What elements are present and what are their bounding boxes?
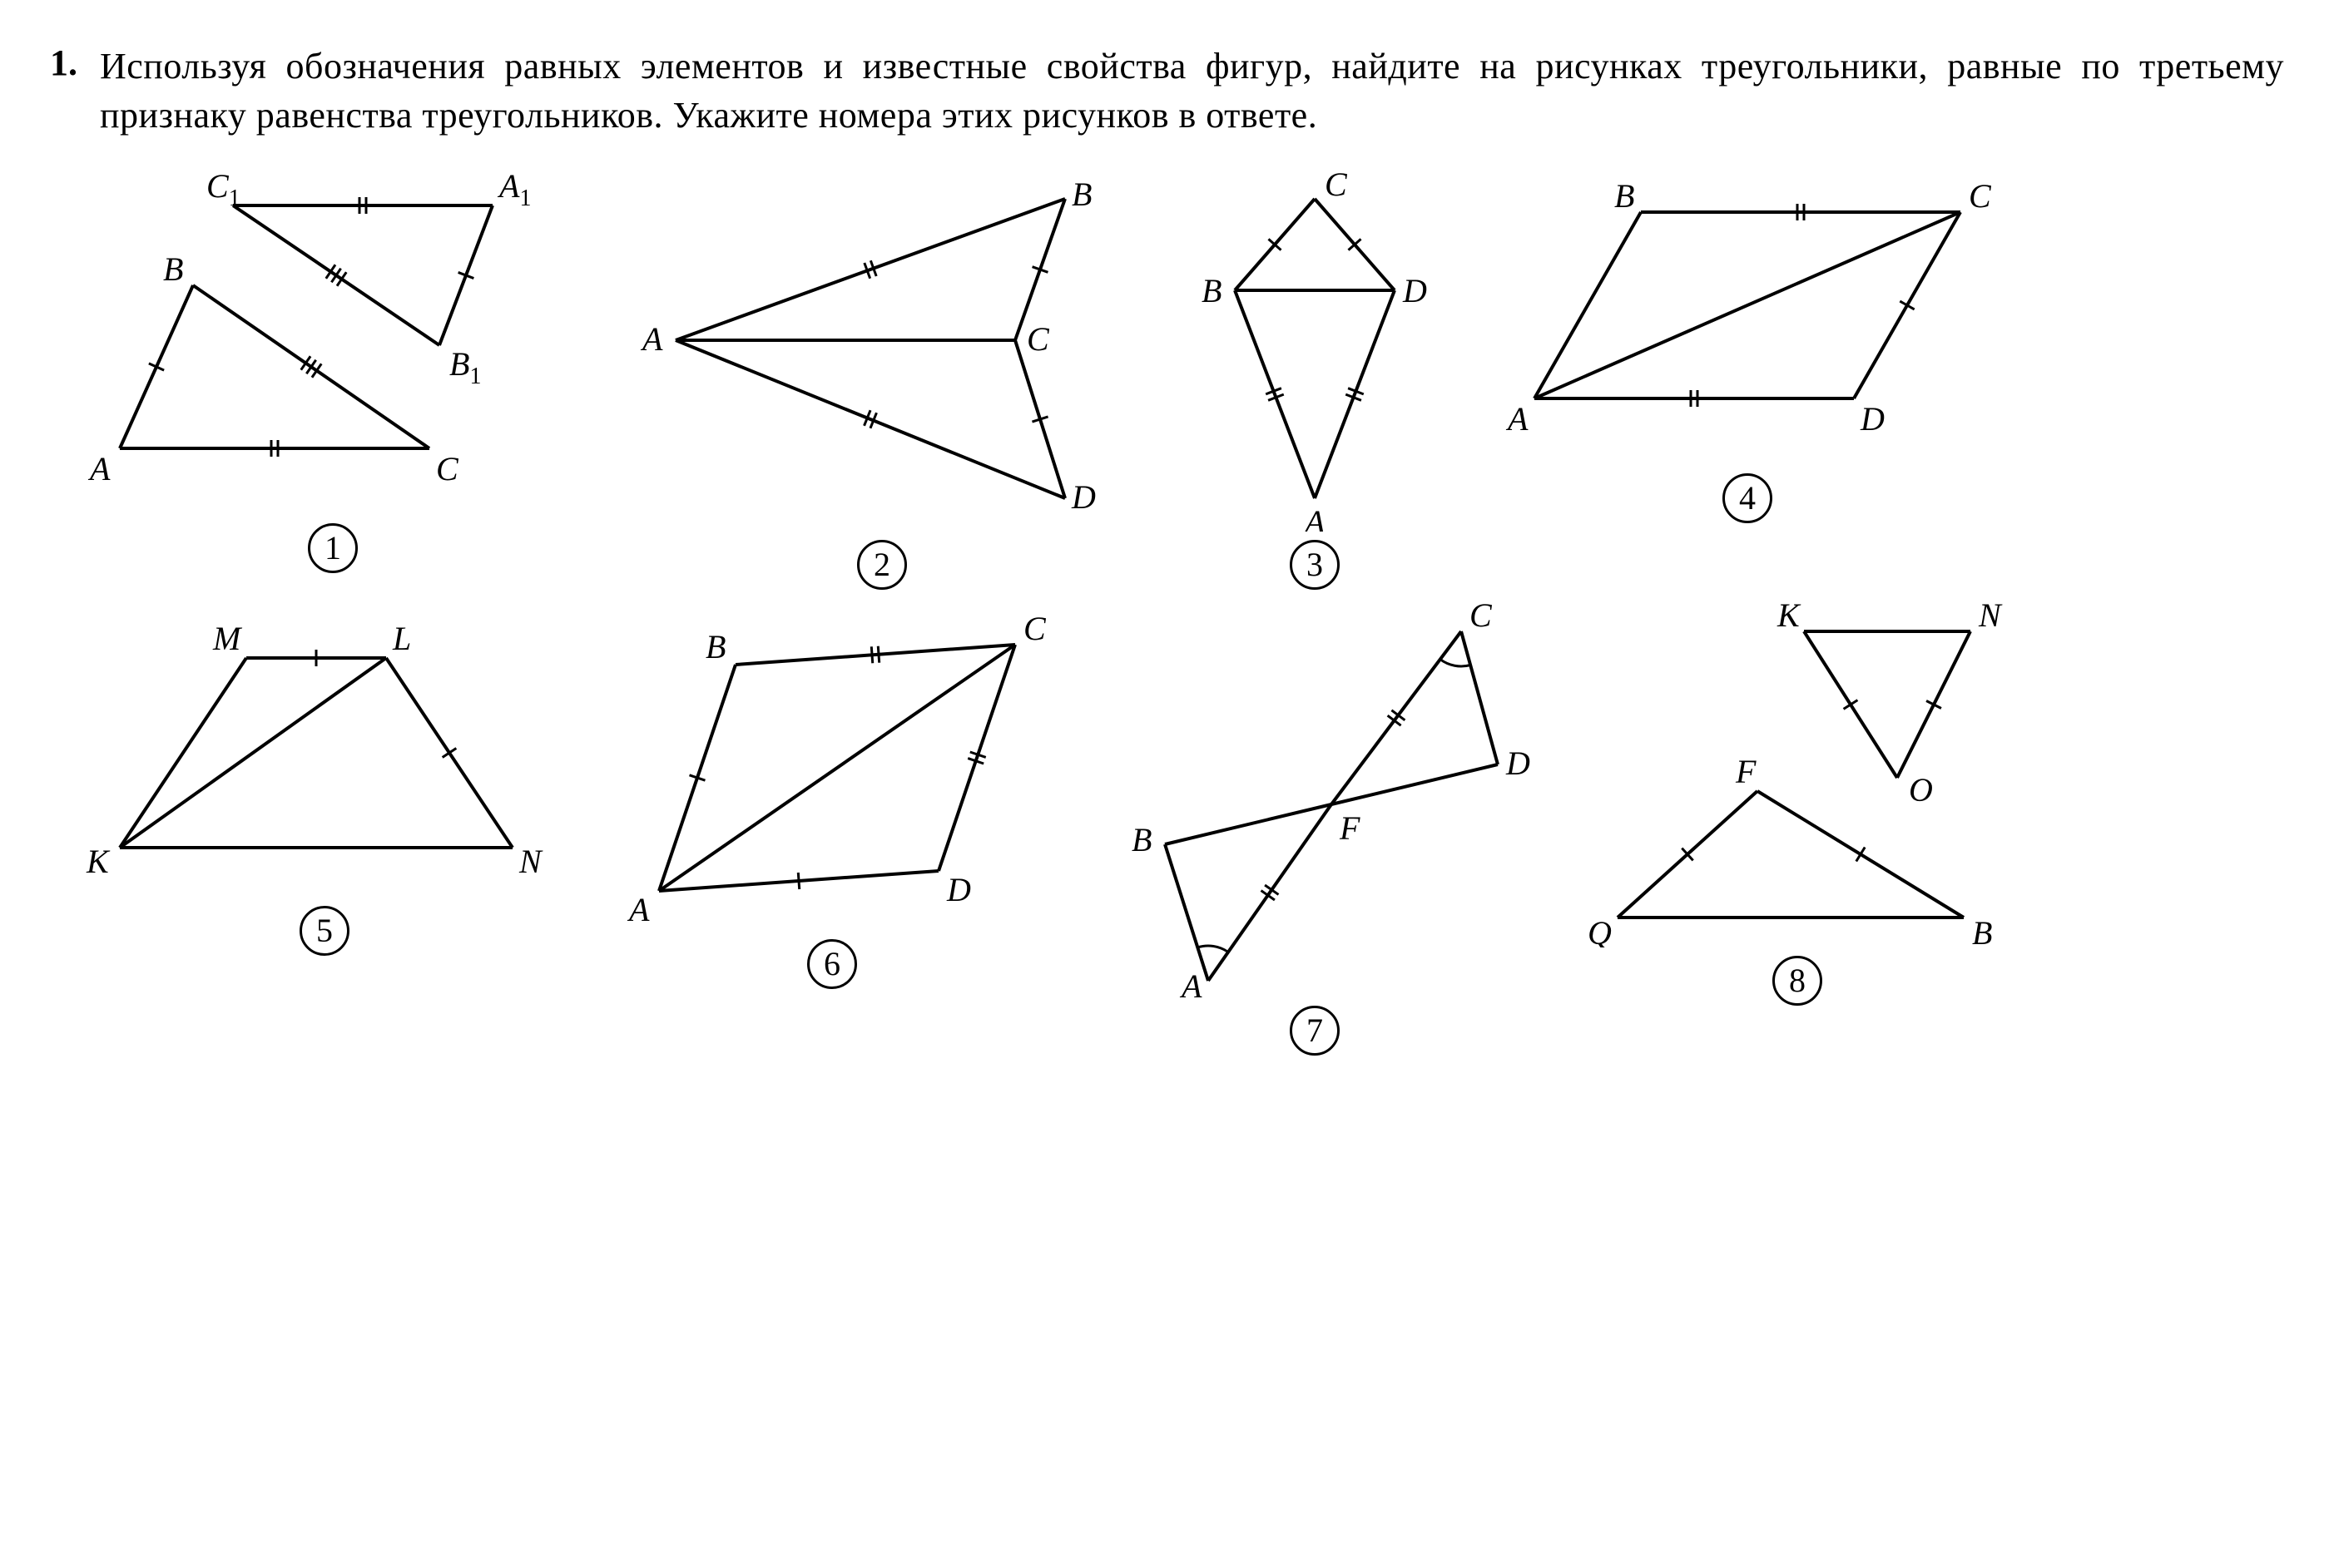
vertex-label: A xyxy=(1302,503,1326,532)
figure-2: A B C D 2 xyxy=(616,166,1148,590)
vertex-label: A xyxy=(1505,400,1529,438)
figure-1: C1A1B1BAC1 xyxy=(67,166,599,590)
figure-5: M L K N 5 xyxy=(67,598,582,1056)
figure-diagram-5: M L K N xyxy=(67,598,582,898)
vertex-label: A xyxy=(640,320,663,358)
vertex-label: B xyxy=(1202,272,1222,309)
vertex-label: C xyxy=(1969,177,1992,215)
vertex-label: B xyxy=(1072,176,1092,213)
figure-diagram-2: A B C D xyxy=(616,166,1148,532)
vertex-label: F xyxy=(1339,809,1360,847)
vertex-label: D xyxy=(946,871,971,908)
figure-number-4: 4 xyxy=(1722,473,1772,523)
figure-7: C D F B A 7 xyxy=(1082,598,1548,1056)
figure-number-7: 7 xyxy=(1290,1006,1340,1056)
problem: 1. Используя обозначения равных элементо… xyxy=(50,42,2284,1056)
vertex-label: C xyxy=(1027,320,1050,358)
problem-text: Используя обозначения равных элементов и… xyxy=(100,42,2284,141)
vertex-label: F xyxy=(1735,753,1757,790)
vertex-label: C1 xyxy=(206,167,240,211)
problem-number: 1. xyxy=(50,42,83,84)
vertex-label: Q xyxy=(1588,914,1612,947)
vertex-label: C xyxy=(1469,598,1493,634)
vertex-label: D xyxy=(1505,744,1530,782)
figure-number-3: 3 xyxy=(1290,540,1340,590)
vertex-label: C xyxy=(1325,166,1348,203)
figures-grid: C1A1B1BAC1ABCD2CBDA3BCAD4MLKN5BCAD6CDFBA… xyxy=(67,166,2284,1056)
figure-diagram-4: B C A D xyxy=(1481,166,2014,465)
vertex-label: B xyxy=(163,250,183,288)
vertex-label: D xyxy=(1402,272,1427,309)
figure-number-6: 6 xyxy=(807,939,857,989)
vertex-label: B1 xyxy=(449,345,481,389)
vertex-label: B xyxy=(1614,177,1634,215)
figure-diagram-1: C1 A1 B1 B A C xyxy=(67,166,599,515)
figure-diagram-7: C D F B A xyxy=(1082,598,1548,997)
vertex-label: N xyxy=(518,843,543,880)
figure-number-1: 1 xyxy=(308,523,358,573)
figure-diagram-8: K N O F Q B xyxy=(1564,598,2030,947)
vertex-label: A xyxy=(627,891,650,928)
figure-3: C B D A 3 xyxy=(1165,166,1464,590)
figure-6: B C A D 6 xyxy=(599,598,1065,1056)
vertex-label: A1 xyxy=(497,167,531,211)
figure-4: B C A D 4 xyxy=(1481,166,2014,590)
vertex-label: K xyxy=(86,843,111,880)
vertex-label: N xyxy=(1978,598,2003,634)
figure-number-8: 8 xyxy=(1772,956,1822,1006)
vertex-label: B xyxy=(1972,914,1992,947)
problem-body: Используя обозначения равных элементов и… xyxy=(100,42,2284,1056)
vertex-label: A xyxy=(87,450,111,487)
vertex-label: A xyxy=(1179,967,1202,997)
vertex-label: D xyxy=(1071,478,1096,516)
figure-diagram-6: B C A D xyxy=(599,598,1065,931)
vertex-label: K xyxy=(1777,598,1801,634)
vertex-label: B xyxy=(1132,821,1152,858)
vertex-label: B xyxy=(706,628,726,665)
vertex-label: M xyxy=(212,620,243,657)
vertex-label: O xyxy=(1909,771,1933,809)
vertex-label: L xyxy=(392,620,411,657)
vertex-label: D xyxy=(1860,400,1885,438)
vertex-label: C xyxy=(1023,610,1047,647)
figure-number-5: 5 xyxy=(300,906,349,956)
figure-number-2: 2 xyxy=(857,540,907,590)
figure-diagram-3: C B D A xyxy=(1165,166,1464,532)
vertex-label: C xyxy=(436,450,459,487)
figure-8: K N O F Q B 8 xyxy=(1564,598,2030,1056)
